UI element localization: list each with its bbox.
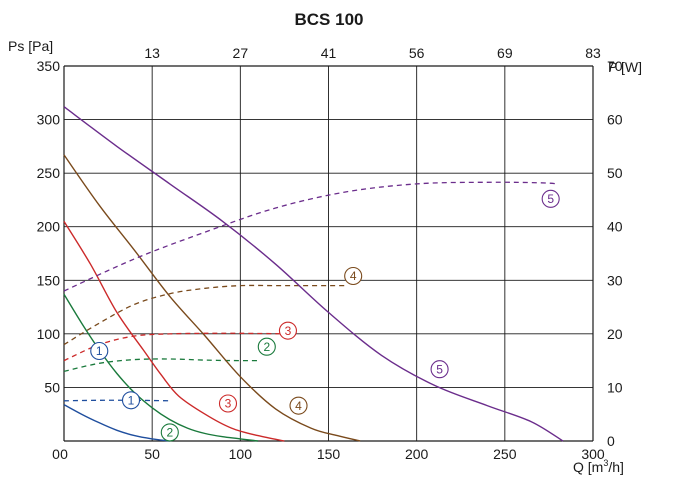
y2-tick-label: 30 [607, 272, 623, 288]
y-tick-label: 250 [37, 165, 61, 181]
chart-title: BCS 100 [295, 10, 364, 29]
y2-tick-label: 20 [607, 326, 623, 342]
x-tick-label: 50 [144, 446, 160, 462]
curve-marker-4: 4 [289, 396, 308, 415]
marker-number: 2 [166, 426, 173, 440]
tick-labels: 0 50 100 150 200 250 3005010015020025030035000… [37, 45, 623, 462]
power-curve-2 [63, 358, 259, 373]
y2-tick-label: 70 [607, 58, 623, 74]
marker-circle [121, 391, 141, 410]
curve-markers: 1 1 2 2 3 3 4 4 5 5 [90, 189, 560, 442]
curve-marker-2: 2 [257, 337, 276, 356]
marker-circle [160, 423, 179, 442]
power-curve-4 [63, 284, 347, 346]
marker-circle [344, 266, 363, 286]
marker-circle [541, 189, 560, 208]
y-tick-label: 200 [37, 219, 61, 235]
top-tick-label: 69 [497, 45, 513, 61]
marker-circle [218, 394, 238, 413]
x-axis-title-tail: /h] [608, 459, 624, 475]
pressure-curve-2 [63, 293, 259, 442]
pressure-curve-5 [63, 106, 564, 442]
marker-circle [289, 396, 308, 415]
curve-marker-2: 2 [160, 423, 179, 442]
pressure-curve-4 [63, 154, 361, 442]
curve-marker-1: 1 [121, 391, 141, 410]
power-curve-5 [63, 181, 558, 292]
y2-axis-title: P [W] [608, 59, 642, 75]
y-tick-label: 50 [44, 379, 60, 395]
marker-circle [278, 321, 297, 340]
x-tick-label: 150 [317, 446, 341, 462]
y-axis-title: Ps [Pa] [8, 38, 53, 54]
marker-number: 2 [263, 340, 270, 354]
marker-circle [90, 341, 109, 361]
marker-number: 5 [547, 192, 554, 206]
top-tick-label: 13 [144, 45, 160, 61]
x-axis-title-main: Q [m [573, 459, 603, 475]
marker-number: 1 [96, 344, 103, 358]
marker-number: 4 [295, 399, 302, 413]
x-tick-label: 100 [229, 446, 253, 462]
marker-number: 5 [436, 362, 443, 376]
curve-marker-3: 3 [218, 394, 238, 413]
x-axis-title-sup: 3 [603, 458, 608, 468]
y-tick-label: 100 [37, 326, 61, 342]
y2-tick-label: 40 [607, 219, 623, 235]
top-tick-label: 56 [409, 45, 425, 61]
x-tick-label: 200 [405, 446, 429, 462]
marker-circle [257, 337, 276, 356]
curve-marker-5: 5 [541, 189, 560, 208]
y-tick-label: 150 [37, 272, 61, 288]
curve-marker-4: 4 [344, 266, 363, 286]
grid [63, 65, 594, 442]
series-lines [63, 106, 564, 442]
y-tick-label: 0 [52, 446, 60, 462]
x-tick-label: 250 [493, 446, 517, 462]
y-tick-label: 300 [37, 112, 61, 128]
power-curve-1 [63, 399, 170, 402]
top-tick-label: 83 [585, 45, 601, 61]
y2-tick-label: 0 [607, 433, 615, 449]
x-tick-label: 300 [581, 446, 605, 462]
top-tick-label: 41 [321, 45, 337, 61]
marker-circle [430, 360, 449, 379]
x-axis-title: Q [m3/h] [573, 458, 624, 475]
marker-number: 3 [225, 397, 232, 411]
top-tick-label: 27 [233, 45, 249, 61]
y2-tick-label: 10 [607, 379, 623, 395]
pressure-curve-1 [63, 403, 170, 442]
marker-number: 3 [285, 324, 292, 338]
curve-marker-1: 1 [90, 341, 109, 361]
y2-tick-label: 60 [607, 112, 623, 128]
curve-marker-3: 3 [278, 321, 297, 340]
marker-number: 4 [350, 269, 357, 283]
y-tick-label: 350 [37, 58, 61, 74]
x-tick-label: 0 [60, 446, 68, 462]
y2-tick-label: 50 [607, 165, 623, 181]
marker-number: 1 [128, 393, 135, 407]
curve-marker-5: 5 [430, 360, 449, 379]
pressure-curve-3 [63, 221, 285, 442]
